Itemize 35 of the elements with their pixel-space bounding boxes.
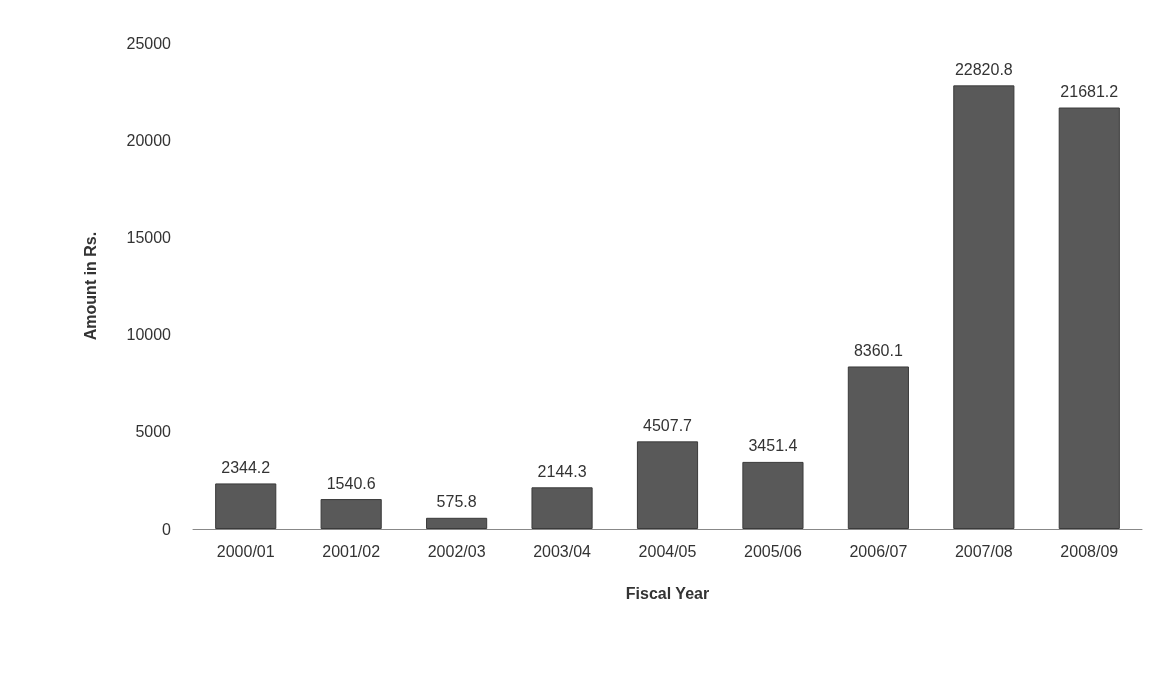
bar [847,366,909,529]
data-label: 3451.4 [748,437,798,455]
bar [426,517,488,529]
bar [320,499,382,529]
bar [1058,107,1120,529]
x-tick-label: 2007/08 [954,542,1013,560]
y-tick-label: 0 [162,520,172,538]
data-label: 2144.3 [537,462,587,480]
data-label: 2344.2 [221,458,271,476]
bar [742,461,804,529]
data-label: 8360.1 [853,341,903,359]
y-tick-label: 10000 [126,326,172,344]
y-tick-label: 5000 [135,423,172,441]
bar [636,441,699,529]
x-tick-label: 2006/07 [849,542,908,560]
data-label: 21681.2 [1060,83,1119,101]
data-label: 1540.6 [326,474,376,492]
x-tick-label: 2002/03 [427,542,486,560]
x-tick-label: 2008/09 [1060,542,1119,560]
data-label: 575.8 [436,493,477,511]
y-tick-label: 20000 [126,131,172,149]
x-tick-label: 2003/04 [533,542,592,560]
bar [953,85,1015,529]
bar [531,487,593,529]
x-tick-label: 2000/01 [216,542,275,560]
x-axis-title: Fiscal Year [625,584,710,602]
x-tick-label: 2004/05 [638,542,697,560]
y-axis-title: Amount in Rs. [81,231,99,341]
data-label: 22820.8 [954,60,1013,78]
x-tick-label: 2001/02 [322,542,381,560]
bar [215,483,277,529]
x-tick-label: 2005/06 [744,542,802,560]
y-tick-label: 25000 [126,34,172,52]
y-tick-label: 15000 [126,228,172,246]
data-label: 4507.7 [643,416,693,434]
